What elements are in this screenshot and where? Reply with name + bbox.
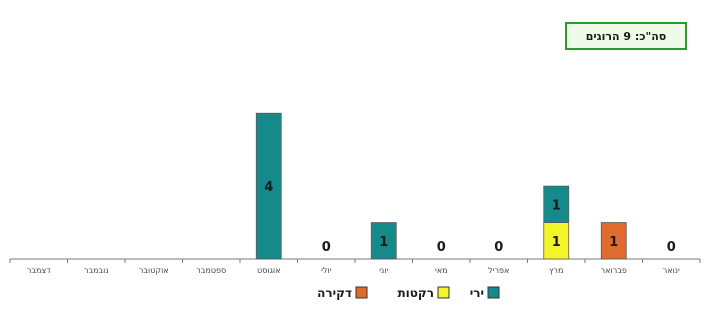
x-tick-label: נובמבר (84, 266, 109, 275)
total-killed-box: סה"כ: 9 הרוגים (565, 22, 687, 50)
zero-data-label: 0 (667, 240, 676, 255)
x-tick-label: יולי (321, 266, 332, 275)
legend-swatch (355, 286, 368, 299)
bar-segment (370, 222, 397, 260)
x-tick-label: מאי (435, 266, 448, 275)
x-tick-label: יוני (379, 266, 388, 275)
x-tick-label: ינואר (663, 266, 680, 275)
legend-label: רקטות (397, 286, 434, 300)
bar-segment (255, 112, 282, 260)
bar-segment (600, 222, 627, 260)
zero-data-label: 0 (437, 240, 446, 255)
bar-segment (543, 185, 570, 223)
x-tick-label: מרץ (549, 266, 563, 275)
legend-label: דקירה (317, 286, 352, 300)
bar-data-label: 1 (552, 235, 561, 250)
x-tick-label: פברואר (601, 266, 627, 275)
x-tick-label: דצמבר (27, 266, 51, 275)
x-tick-label: אפריל (488, 266, 509, 275)
legend-label: ירי (470, 286, 484, 300)
x-tick-label: אוקטובר (139, 266, 169, 275)
x-tick-label: אוגוסט (257, 266, 280, 275)
zero-data-label: 0 (322, 240, 331, 255)
zero-data-label: 0 (494, 240, 503, 255)
bar-data-label: 1 (552, 198, 561, 213)
bar-data-label: 1 (609, 235, 618, 250)
x-tick-label: ספטמבר (196, 266, 226, 275)
legend-swatch (437, 286, 450, 299)
bar-data-label: 1 (379, 235, 388, 250)
bar-data-label: 4 (264, 180, 273, 195)
legend-swatch (487, 286, 500, 299)
